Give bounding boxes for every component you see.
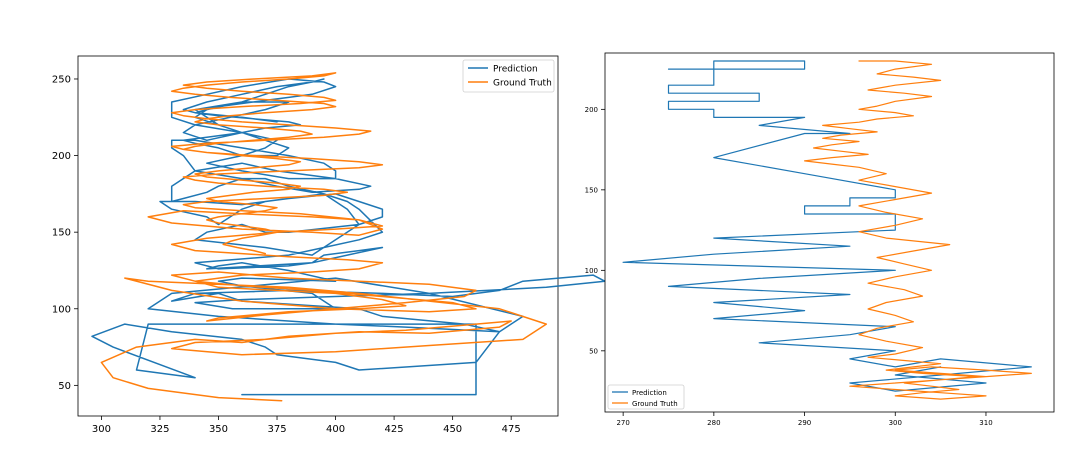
left-y-tick-label: 150 [52,228,71,239]
left-series-prediction [91,78,606,396]
left-x-tick-label: 450 [443,424,462,435]
right-y-tick-label: 100 [585,267,598,275]
left-series-ground-truth [100,72,548,402]
legend-label-prediction: Prediction [493,65,538,75]
right-x-tick-label: 280 [707,419,720,427]
legend-label-ground-truth: Ground Truth [493,79,552,89]
right-x-tick-label: 300 [889,419,902,427]
left-x-tick-label: 475 [502,424,521,435]
left-x-tick-label: 375 [267,424,286,435]
right-series-ground-truth [803,60,1032,400]
left-chart-axes-frame [77,55,559,417]
left-x-tick-label: 425 [385,424,404,435]
left-x-tick-label: 300 [92,424,111,435]
left-chart-legend: Prediction Ground Truth [462,59,555,93]
left-y-tick-label: 100 [52,304,71,315]
legend-label-prediction: Prediction [632,389,667,397]
left-x-tick-label: 350 [209,424,228,435]
right-x-tick-label: 310 [979,419,992,427]
right-y-tick-label: 200 [585,106,598,114]
left-x-tick-label: 400 [326,424,345,435]
right-x-tick-label: 270 [616,419,629,427]
left-y-tick-label: 50 [58,381,71,392]
right-x-tick-label: 290 [798,419,811,427]
right-chart: 270 280 290 300 310 50 100 150 200 Prediction G… [585,52,1055,427]
left-y-tick-label: 250 [52,74,71,85]
right-series-prediction [622,60,1032,392]
left-x-tick-label: 325 [150,424,169,435]
right-y-tick-label: 50 [589,347,598,355]
left-chart: 300 325 350 375 400 425 450 475 50100150200250 … [52,55,606,435]
legend-label-ground-truth: Ground Truth [632,400,678,408]
right-chart-legend: Prediction Ground Truth [607,384,685,410]
right-y-tick-label: 150 [585,186,598,194]
left-y-tick-label: 200 [52,151,71,162]
